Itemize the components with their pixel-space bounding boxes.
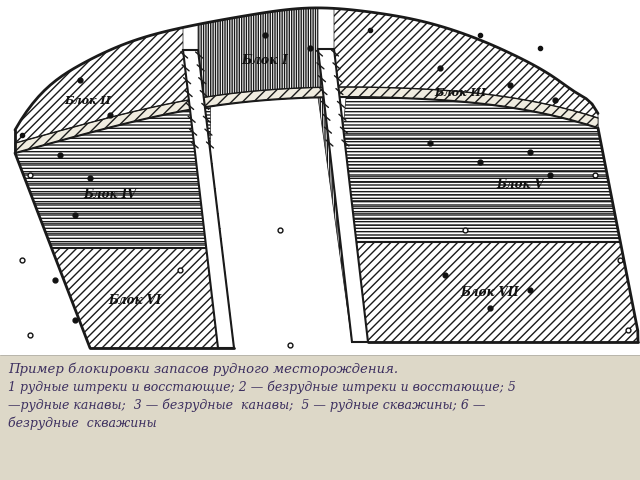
Text: —рудные канавы;  3 — безрудные  канавы;  5 — рудные скважины; 6 —: —рудные канавы; 3 — безрудные канавы; 5 … — [8, 399, 485, 412]
Text: Блок III: Блок III — [434, 86, 486, 97]
Text: Блок II: Блок II — [65, 95, 111, 106]
Polygon shape — [356, 242, 638, 342]
Polygon shape — [198, 8, 352, 348]
Text: безрудные  скважины: безрудные скважины — [8, 417, 157, 431]
Text: Пример блокировки запасов рудного месторождения.: Пример блокировки запасов рудного местор… — [8, 363, 398, 376]
Polygon shape — [15, 87, 598, 153]
Polygon shape — [15, 107, 222, 248]
Polygon shape — [15, 27, 218, 348]
Text: Блок VI: Блок VI — [108, 293, 162, 307]
Polygon shape — [52, 248, 234, 348]
Polygon shape — [318, 49, 368, 342]
Polygon shape — [334, 8, 598, 342]
Polygon shape — [343, 97, 620, 242]
Text: Блок VII: Блок VII — [461, 286, 520, 299]
Text: 1 рудные штреки и восстающие; 2 — безрудные штреки и восстающие; 5: 1 рудные штреки и восстающие; 2 — безруд… — [8, 381, 516, 395]
Text: Блок I: Блок I — [241, 53, 289, 67]
Bar — [0, 355, 640, 480]
Text: Блок IV: Блок IV — [83, 189, 136, 202]
Text: Блок V: Блок V — [496, 179, 544, 192]
Polygon shape — [183, 50, 234, 348]
